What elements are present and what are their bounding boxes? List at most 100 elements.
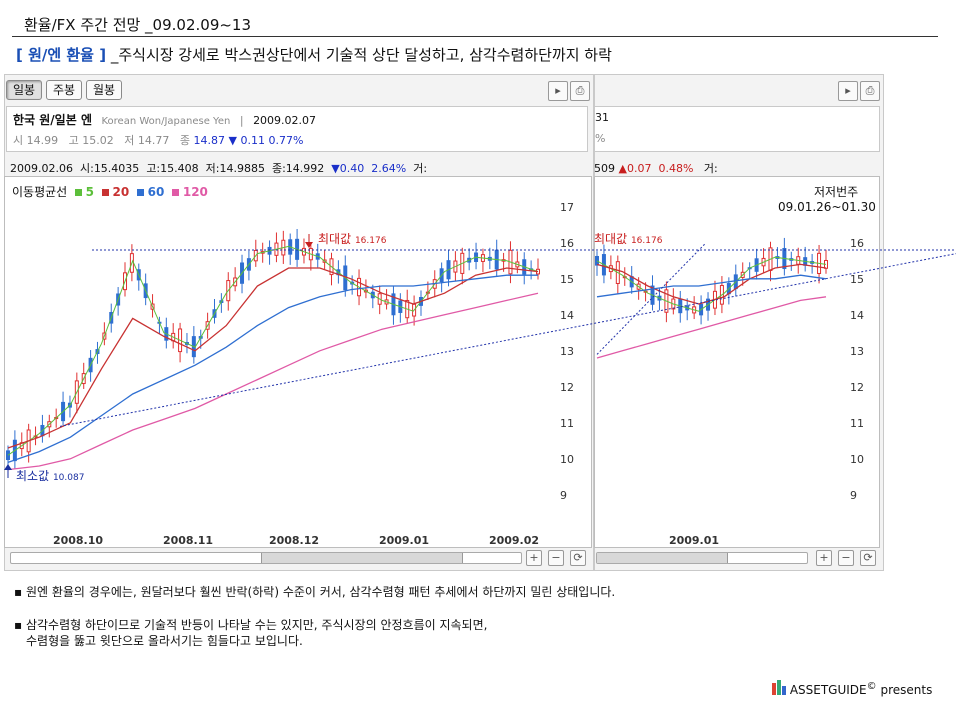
y-tick-label: 14 [560,309,574,322]
right-instrument-info: 31 % [594,106,880,152]
y-tick-label: 12 [850,381,864,394]
x-tick-label: 2008.11 [163,534,213,547]
close-label: 종 [179,134,190,147]
right-info-pct: % [595,132,606,145]
y-tick-label: 10 [560,453,574,466]
ma-legend-item-5: 5 [74,185,94,199]
y-tick-label: 10 [850,453,864,466]
right-scrollbar[interactable] [596,552,808,564]
ma-line-20 [7,267,539,449]
instrument-name: 한국 원/일본 엔 [13,113,92,127]
expand-icon-right[interactable]: ▸ [838,81,858,101]
tab-monthly[interactable]: 월봉 [86,80,123,100]
right-ohlc-volume-label: 거: [703,162,718,175]
min-value: 10.087 [52,473,85,483]
max-label: 최대값 [318,232,352,246]
ma-line-60 [596,274,827,298]
page-title: 환율/FX 주간 전망 _09.02.09~13 [24,16,252,34]
ma-line-120 [7,292,539,471]
headline-text: _주식시장 강세로 박스권상단에서 기술적 상단 달성하고, 삼각수렴하단까지 … [110,46,612,64]
x-tick-label: 2008.10 [53,534,103,547]
ma-line-120 [596,296,827,359]
print-icon[interactable]: ⎙ [570,81,590,101]
ohlc-bar: 2009.02.06 시:15.4035 고:15.408 저:14.9885 … [10,160,427,176]
low-value: 14.77 [137,134,170,147]
upper-trendline-right [596,242,707,355]
min-annotation: 최소값 10.087 [16,467,84,484]
instrument-info: 한국 원/일본 엔 Korean Won/Japanese Yen | 2009… [6,106,588,152]
bullet-1-text: 원엔 환율의 경우에는, 원달러보다 훨씬 반락(하락) 수준이 커서, 삼각수… [25,585,616,599]
right-chart: 16 15 14 13 12 11 10 9 2009.01 [595,237,864,547]
reset-button[interactable]: ⟳ [570,550,586,566]
right-chart-frame [594,176,880,548]
max-annotation: 최대값 16.176 [318,230,386,247]
ma-legend-label: 이동평균선 [12,185,68,199]
bullet-2-cont: 수렴형을 뚫고 윗단으로 올라서기는 힘들다고 보입니다. [26,634,303,648]
right-scroll-thumb[interactable] [597,553,728,563]
change-value: ▼ 0.11 [228,134,265,147]
ohlc-pct: 2.64% [371,162,407,175]
y-tick-label: 13 [560,345,574,358]
y-tick-label: 13 [850,345,864,358]
y-tick-label: 9 [850,489,857,502]
print-icon-right[interactable]: ⎙ [860,81,880,101]
ma-legend-item-60: 60 [136,185,164,199]
logo-icon [772,683,776,695]
right-ohlc-value: 509 [594,162,615,175]
left-scrollbar[interactable] [10,552,522,564]
right-ohlc-bar: 509 ▲0.07 0.48% 거: [594,160,718,176]
title-divider [12,36,938,37]
left-scroll-thumb[interactable] [261,553,463,563]
brand-mark: © [866,681,877,692]
zoom-in-button-right[interactable]: + [816,550,832,566]
min-label: 최소값 [16,469,50,483]
zoom-in-button[interactable]: + [526,550,542,566]
reset-button-right[interactable]: ⟳ [860,550,876,566]
x-tick-label: 2008.12 [269,534,319,547]
ohlc-high: 15.408 [160,162,199,175]
zoom-out-button[interactable]: − [548,550,564,566]
ohlc-date: 2009.02.06 [10,162,73,175]
x-tick-label: 2009.01 [379,534,429,547]
ohlc-open-label: 시: [79,162,94,175]
low-label: 저 [124,134,135,147]
y-tick-label: 12 [560,381,574,394]
right-note: 저저번주 [814,185,859,199]
right-ohlc-pct: 0.48% [658,162,694,175]
ohlc-close: 14.992 [285,162,325,175]
y-tick-label: 11 [560,417,574,430]
bullet-2-text: 삼각수렴형 하단이므로 기술적 반등이 나타날 수는 있지만, 주식시장의 안정… [25,618,488,632]
y-tick-label: 15 [560,273,574,286]
close-value: 14.87 [193,134,226,147]
bullet-2: ▪ 삼각수렴형 하단이므로 기술적 반등이 나타날 수는 있지만, 주식시장의 … [14,618,488,632]
high-value: 15.02 [82,134,114,147]
right-info-date: 31 [595,111,609,124]
x-tick-label: 2009.02 [489,534,539,547]
instrument-quotes: 시 14.99 고 15.02 저 14.77 종 14.87 ▼ 0.11 0… [13,132,303,148]
y-tick-label: 11 [850,417,864,430]
x-tick-label: 2009.01 [669,534,719,547]
tab-daily[interactable]: 일봉 [6,80,43,100]
expand-icon[interactable]: ▸ [548,81,568,101]
brand-suffix: presents [876,683,933,697]
y-tick-label: 9 [560,489,567,502]
ohlc-change: ▼0.40 [331,162,365,175]
ma-legend-item-120: 120 [172,185,208,199]
ohlc-low: 14.9885 [219,162,265,175]
ohlc-volume-label: 거: [413,162,428,175]
ma-line-60 [7,274,538,464]
ma-line-20 [596,263,827,305]
right-range: 09.01.26~01.30 [778,200,876,214]
brand-name: ASSETGUIDE [789,683,867,697]
ohlc-high-label: 고: [146,162,161,175]
open-value: 14.99 [26,134,59,147]
max-value-right: 16.176 [630,236,663,246]
instrument-header: 한국 원/일본 엔 Korean Won/Japanese Yen | 2009… [13,113,317,127]
bullet-1: ▪ 원엔 환율의 경우에는, 원달러보다 훨씬 반락(하락) 수준이 커서, 삼… [14,585,616,599]
zoom-out-button-right[interactable]: − [838,550,854,566]
open-label: 시 [13,134,24,147]
max-arrow-head [305,242,313,248]
tab-weekly[interactable]: 주봉 [46,80,83,100]
ma-line-5 [596,256,827,312]
